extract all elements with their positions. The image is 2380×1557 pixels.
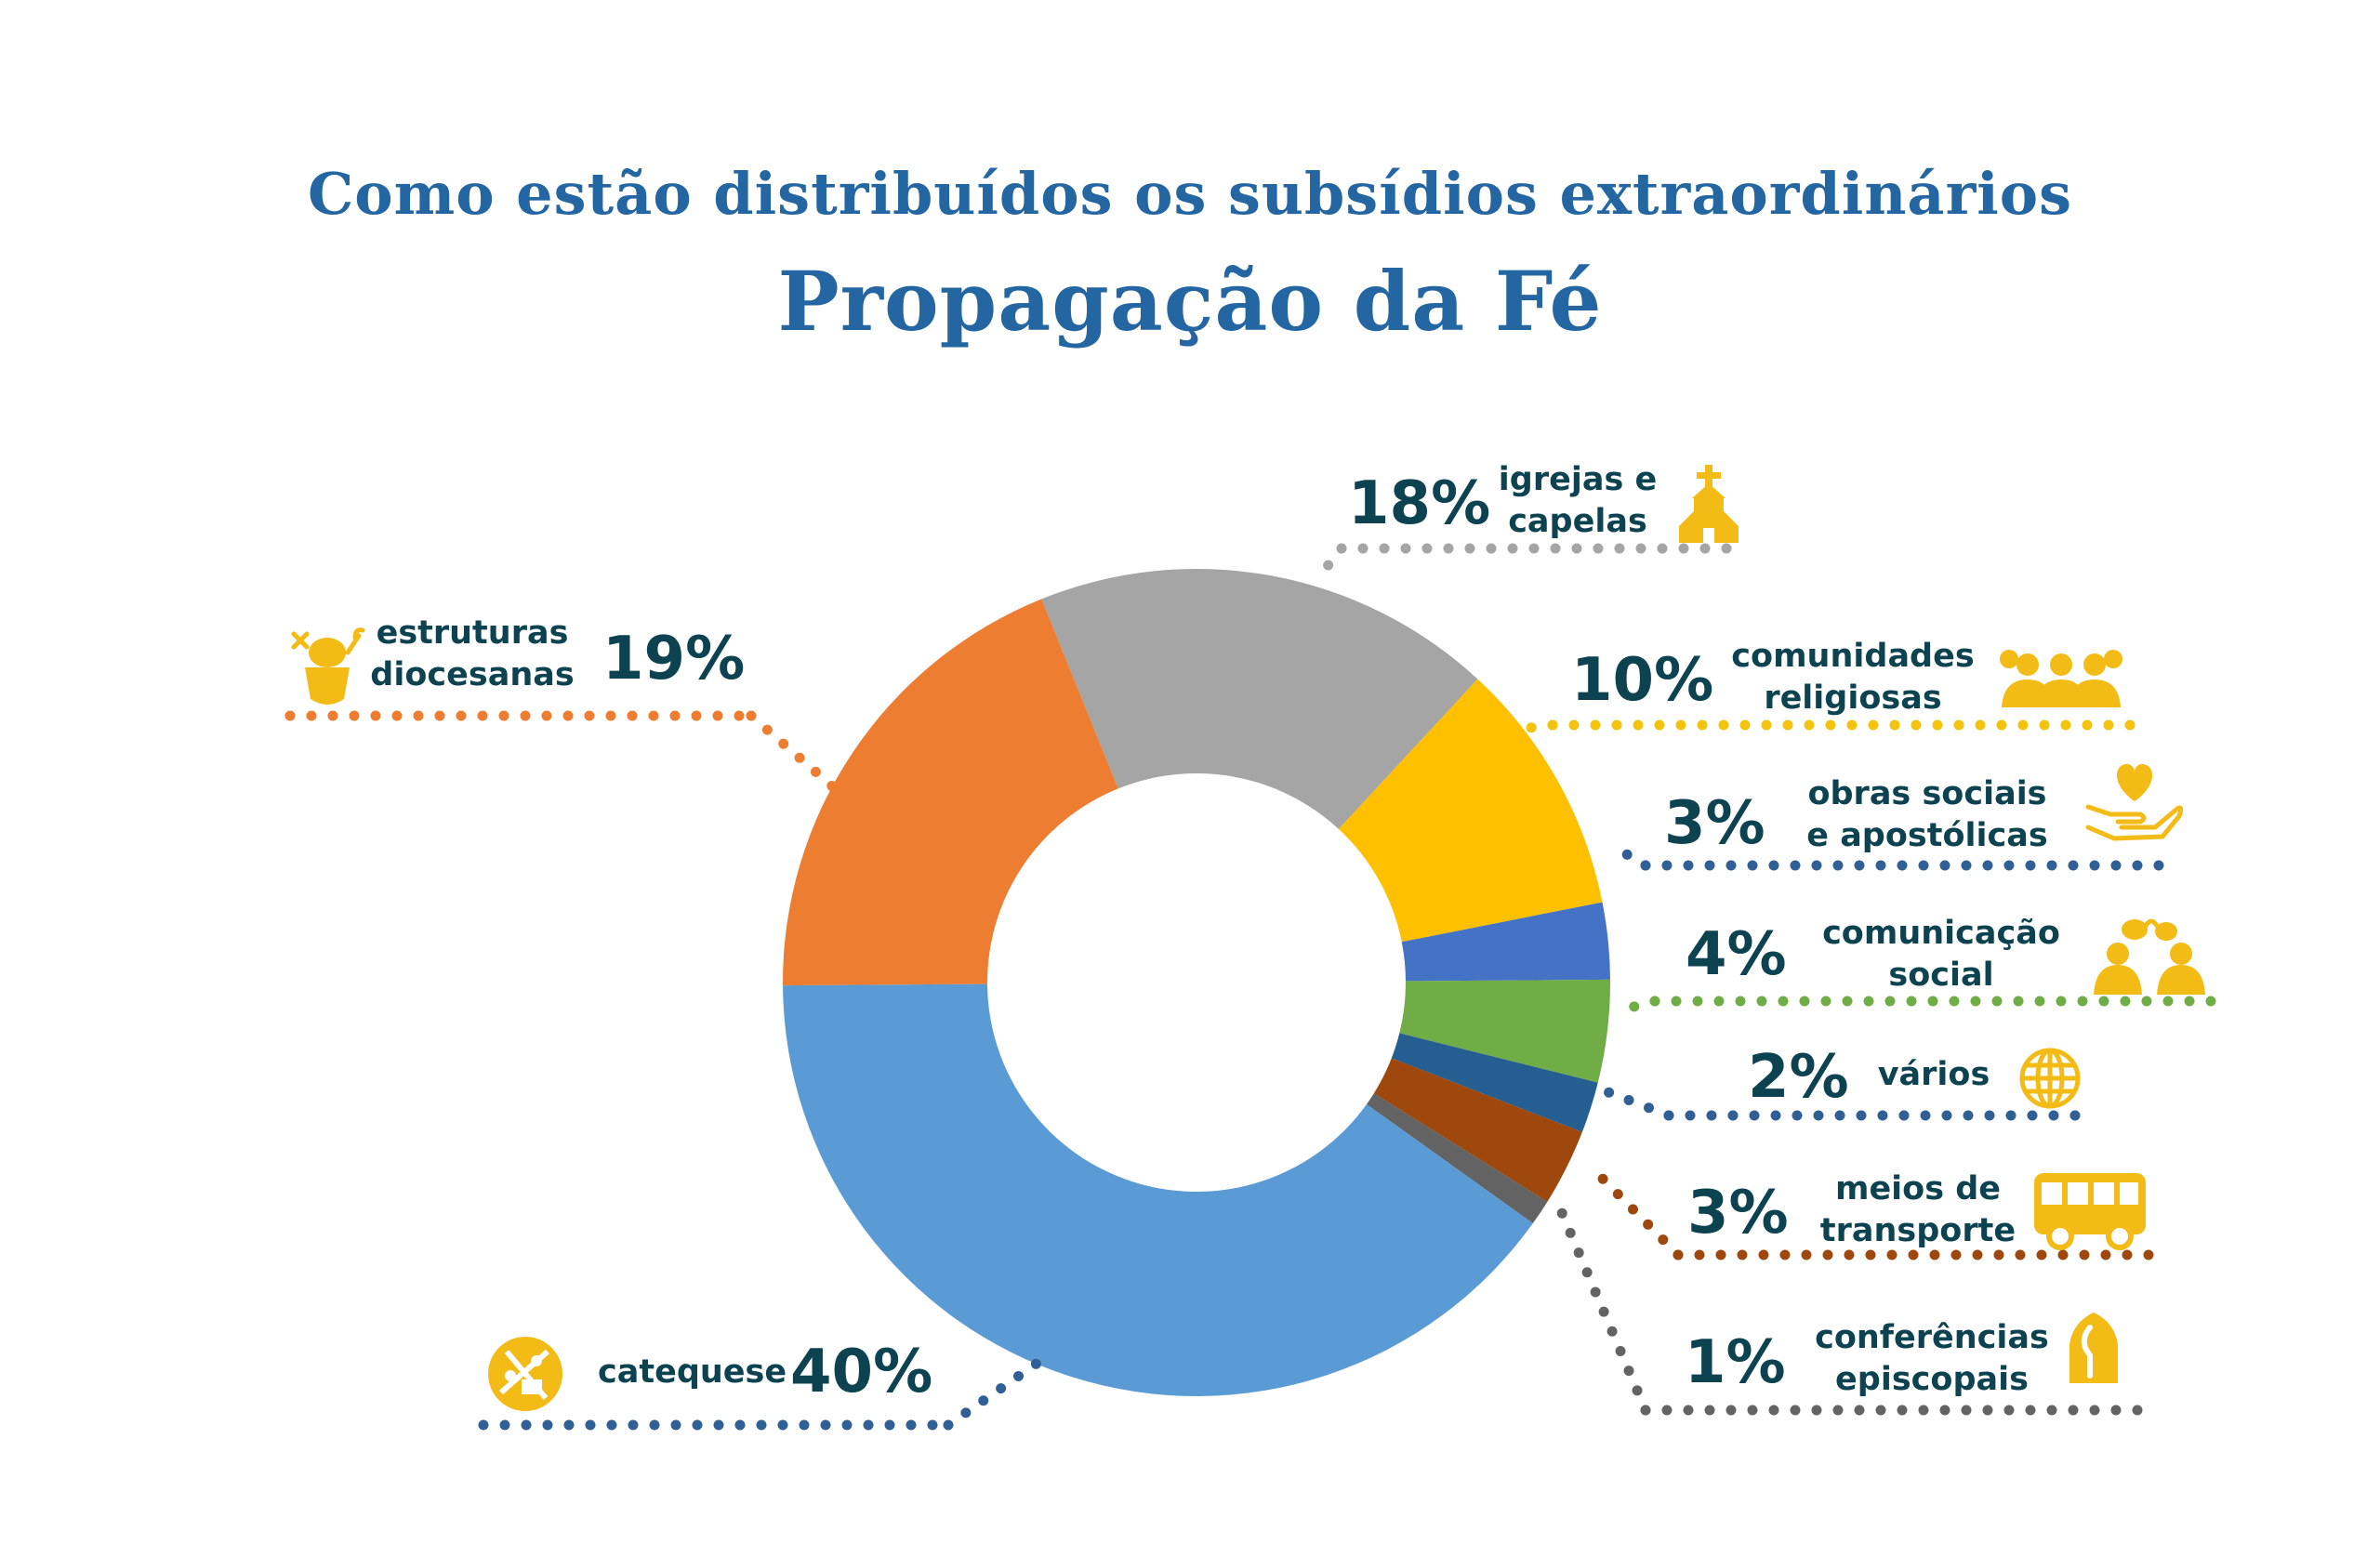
leader-connector-catequese (943, 1353, 1049, 1431)
leader-connector-igrejas (1317, 543, 1347, 577)
legend-label-transporte-line2: transporte (1820, 1212, 2016, 1249)
data-label-transporte: 3% (1687, 1179, 1789, 1247)
slice-catequese (783, 983, 1533, 1397)
legend-label-comunicacao-line2: social (1888, 957, 1993, 994)
leader-connector-transporte (1582, 1158, 1684, 1260)
legend-label-comunidades-line2: religiosas (1764, 680, 1941, 717)
chart-subtitle: Propagação da Fé (777, 253, 1603, 350)
legend-label-igrejas-line2: capelas (1508, 503, 1647, 540)
leader-connector-comunicacao (1614, 996, 1660, 1016)
leader-connector-varios (1603, 1087, 1674, 1121)
legend-label-varios: vários (1878, 1056, 1990, 1093)
leader-connector-comunidades (1524, 719, 1558, 733)
legend-label-obras-line1: obras sociais (1807, 775, 2046, 812)
legend-label-transporte-line1: meios de (1835, 1170, 2001, 1207)
slice-igrejas (1041, 569, 1478, 829)
bus-icon (2034, 1173, 2146, 1250)
mitre-icon (2069, 1313, 2118, 1383)
legend-label-estruturas-line1: estruturas (377, 614, 569, 652)
data-label-obras: 3% (1664, 789, 1765, 858)
legend-label-obras-line2: e apostólicas (1806, 817, 2047, 854)
people-group-icon (2000, 650, 2122, 707)
church-icon (1679, 465, 1739, 543)
heart-hand-icon (2085, 764, 2184, 841)
legend-label-conferencias-line1: conferências (1815, 1319, 2049, 1356)
data-label-varios: 2% (1748, 1043, 1849, 1112)
legend-label-comunicacao-line1: comunicação (1822, 915, 2060, 952)
data-label-igrejas: 18% (1348, 469, 1490, 538)
mitre-crozier-icon (291, 627, 365, 705)
catechesis-icon (488, 1337, 562, 1411)
legend-label-conferencias-line2: episcopais (1835, 1361, 2029, 1398)
speech-people-icon (2094, 918, 2205, 995)
globe-icon (2019, 1048, 2081, 1109)
slice-comunidades (1338, 679, 1603, 943)
data-label-comunidades: 10% (1571, 646, 1713, 715)
slice-conferencias (1366, 1093, 1548, 1224)
slice-transporte (1373, 1058, 1582, 1202)
chart-title: Como estão distribuídos os subsídios ext… (307, 160, 2073, 228)
slice-comunicacao (1399, 979, 1610, 1083)
leader-connector-estruturas (746, 710, 842, 796)
legend-label-catequese: catequese (598, 1353, 787, 1391)
data-label-estruturas: 19% (602, 625, 745, 693)
leader-connector-conferencias (1554, 1203, 1651, 1416)
legend-label-comunidades-line1: comunidades (1731, 638, 1974, 675)
legend-label-estruturas-line2: diocesanas (370, 656, 574, 693)
data-label-comunicacao: 4% (1686, 920, 1787, 989)
data-label-catequese: 40% (790, 1338, 932, 1406)
legend-label-igrejas-line1: igrejas e (1499, 461, 1657, 498)
slice-varios (1391, 1033, 1598, 1132)
leader-connector-obras (1620, 848, 1651, 871)
slice-obras (1401, 902, 1610, 982)
slice-estruturas (783, 599, 1118, 986)
data-label-conferencias: 1% (1685, 1328, 1786, 1397)
